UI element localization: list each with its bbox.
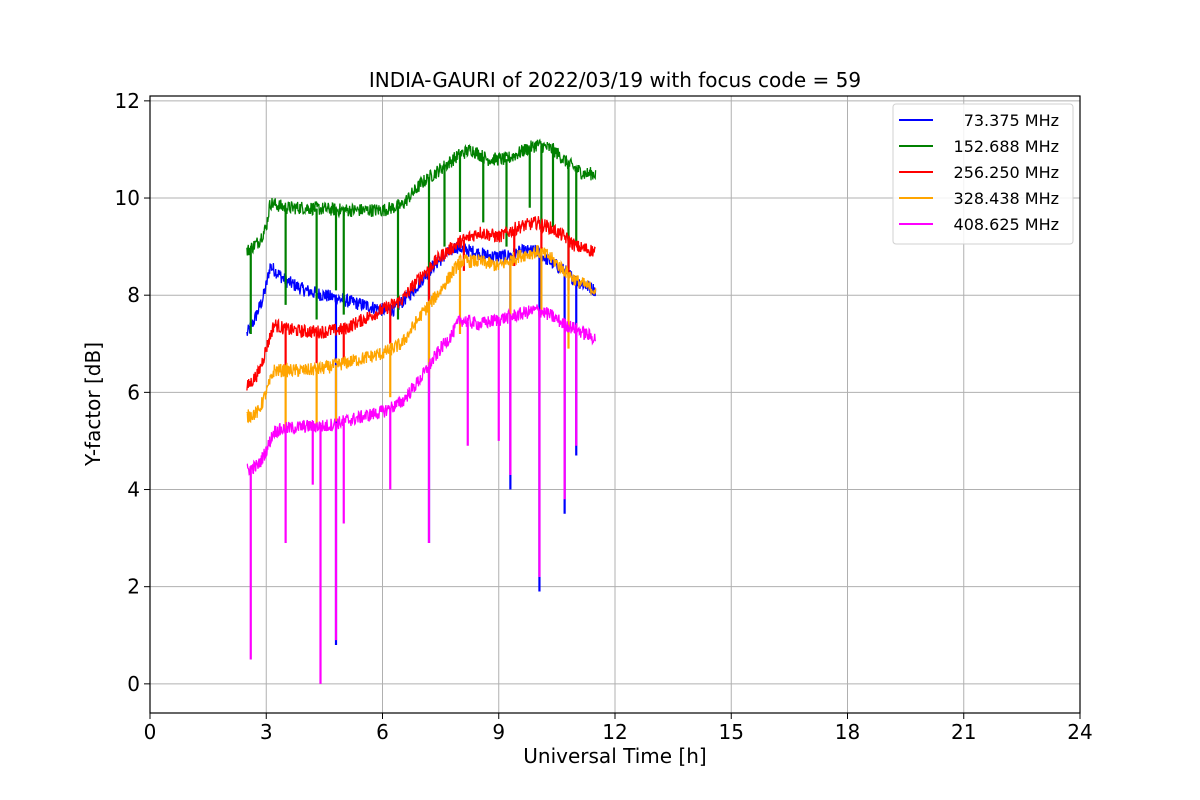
x-tick-label: 18 [835, 720, 860, 744]
series-line [246, 245, 597, 424]
x-tick-label: 6 [376, 720, 389, 744]
y-tick-label: 2 [127, 575, 140, 599]
y-tick-label: 8 [127, 283, 140, 307]
x-tick-label: 12 [602, 720, 627, 744]
x-tick-label: 9 [492, 720, 505, 744]
legend-label: 328.438 MHz [954, 189, 1059, 208]
series-4 [246, 304, 597, 684]
x-tick-label: 0 [144, 720, 157, 744]
y-tick-label: 12 [115, 89, 140, 113]
series-line [246, 216, 596, 391]
series-3 [246, 245, 597, 432]
x-tick-label: 3 [260, 720, 273, 744]
legend: 73.375 MHz 152.688 MHz 256.250 MHz 328.438 … [892, 103, 1074, 245]
x-tick-label: 24 [1067, 720, 1092, 744]
legend-box [892, 103, 1074, 245]
y-tick-label: 0 [127, 672, 140, 696]
chart-title: INDIA-GAURI of 2022/03/19 with focus cod… [369, 68, 861, 92]
x-tick-label: 21 [951, 720, 976, 744]
legend-label: 73.375 MHz [964, 111, 1059, 130]
legend-label: 256.250 MHz [954, 163, 1059, 182]
y-tick-label: 6 [127, 380, 140, 404]
legend-label: 408.625 MHz [954, 215, 1059, 234]
y-tick-label: 4 [127, 478, 140, 502]
x-axis-label: Universal Time [h] [523, 744, 706, 768]
series-line [246, 304, 597, 476]
x-tick-label: 15 [719, 720, 744, 744]
series-line [246, 138, 597, 256]
y-tick-label: 10 [115, 186, 140, 210]
y-axis-label: Y-factor [dB] [81, 342, 105, 467]
legend-label: 152.688 MHz [954, 137, 1059, 156]
plot-area [246, 138, 597, 684]
